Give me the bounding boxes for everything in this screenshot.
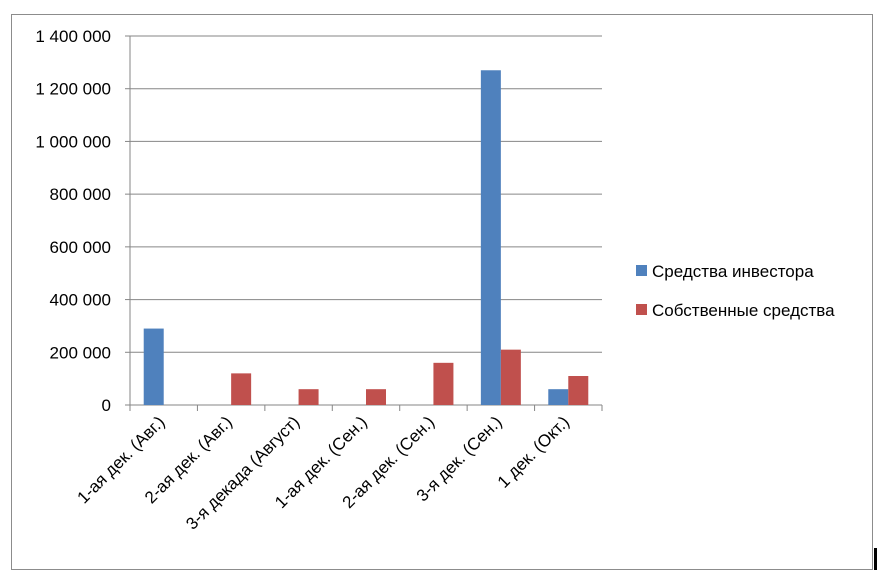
bar-investor-funds (480, 70, 501, 405)
legend-label: Средства инвестора (652, 262, 814, 281)
edge-marker (874, 548, 877, 570)
bar-own-funds (298, 389, 319, 405)
y-tick-labels: 0 200 000 400 000 600 000 800 000 1 000 000 1 … (35, 27, 111, 415)
y-tick-label: 0 (102, 396, 111, 415)
bar-own-funds (568, 376, 589, 405)
x-tick-label: 1 дек. (Окт.) (494, 412, 573, 491)
legend: Средства инвестора Собственные средства (636, 262, 835, 320)
legend-swatch (636, 265, 647, 276)
y-tick-label: 1 400 000 (35, 27, 111, 46)
x-tick-label: 3-я декада (Август) (182, 412, 303, 533)
y-tick-label: 200 000 (50, 343, 111, 362)
gridlines (130, 35, 602, 353)
bar-own-funds (366, 389, 386, 405)
bar-investor-funds (143, 328, 164, 405)
y-tick-label: 800 000 (50, 185, 111, 204)
bar-own-funds (500, 349, 521, 405)
legend-swatch (636, 304, 647, 315)
legend-label: Собственные средства (652, 301, 835, 320)
chart-frame (11, 14, 873, 570)
y-tick-label: 400 000 (50, 291, 111, 310)
bar-investor-funds (548, 389, 569, 405)
y-tick-label: 1 200 000 (35, 80, 111, 99)
bars (143, 70, 589, 405)
axes (125, 35, 603, 411)
x-tick-labels: 1-ая дек. (Авг.)2-ая дек. (Авг.)3-я дека… (74, 412, 574, 533)
bar-own-funds (231, 373, 252, 405)
y-tick-label: 600 000 (50, 238, 111, 257)
bar-own-funds (433, 362, 454, 405)
y-tick-label: 1 000 000 (35, 132, 111, 151)
